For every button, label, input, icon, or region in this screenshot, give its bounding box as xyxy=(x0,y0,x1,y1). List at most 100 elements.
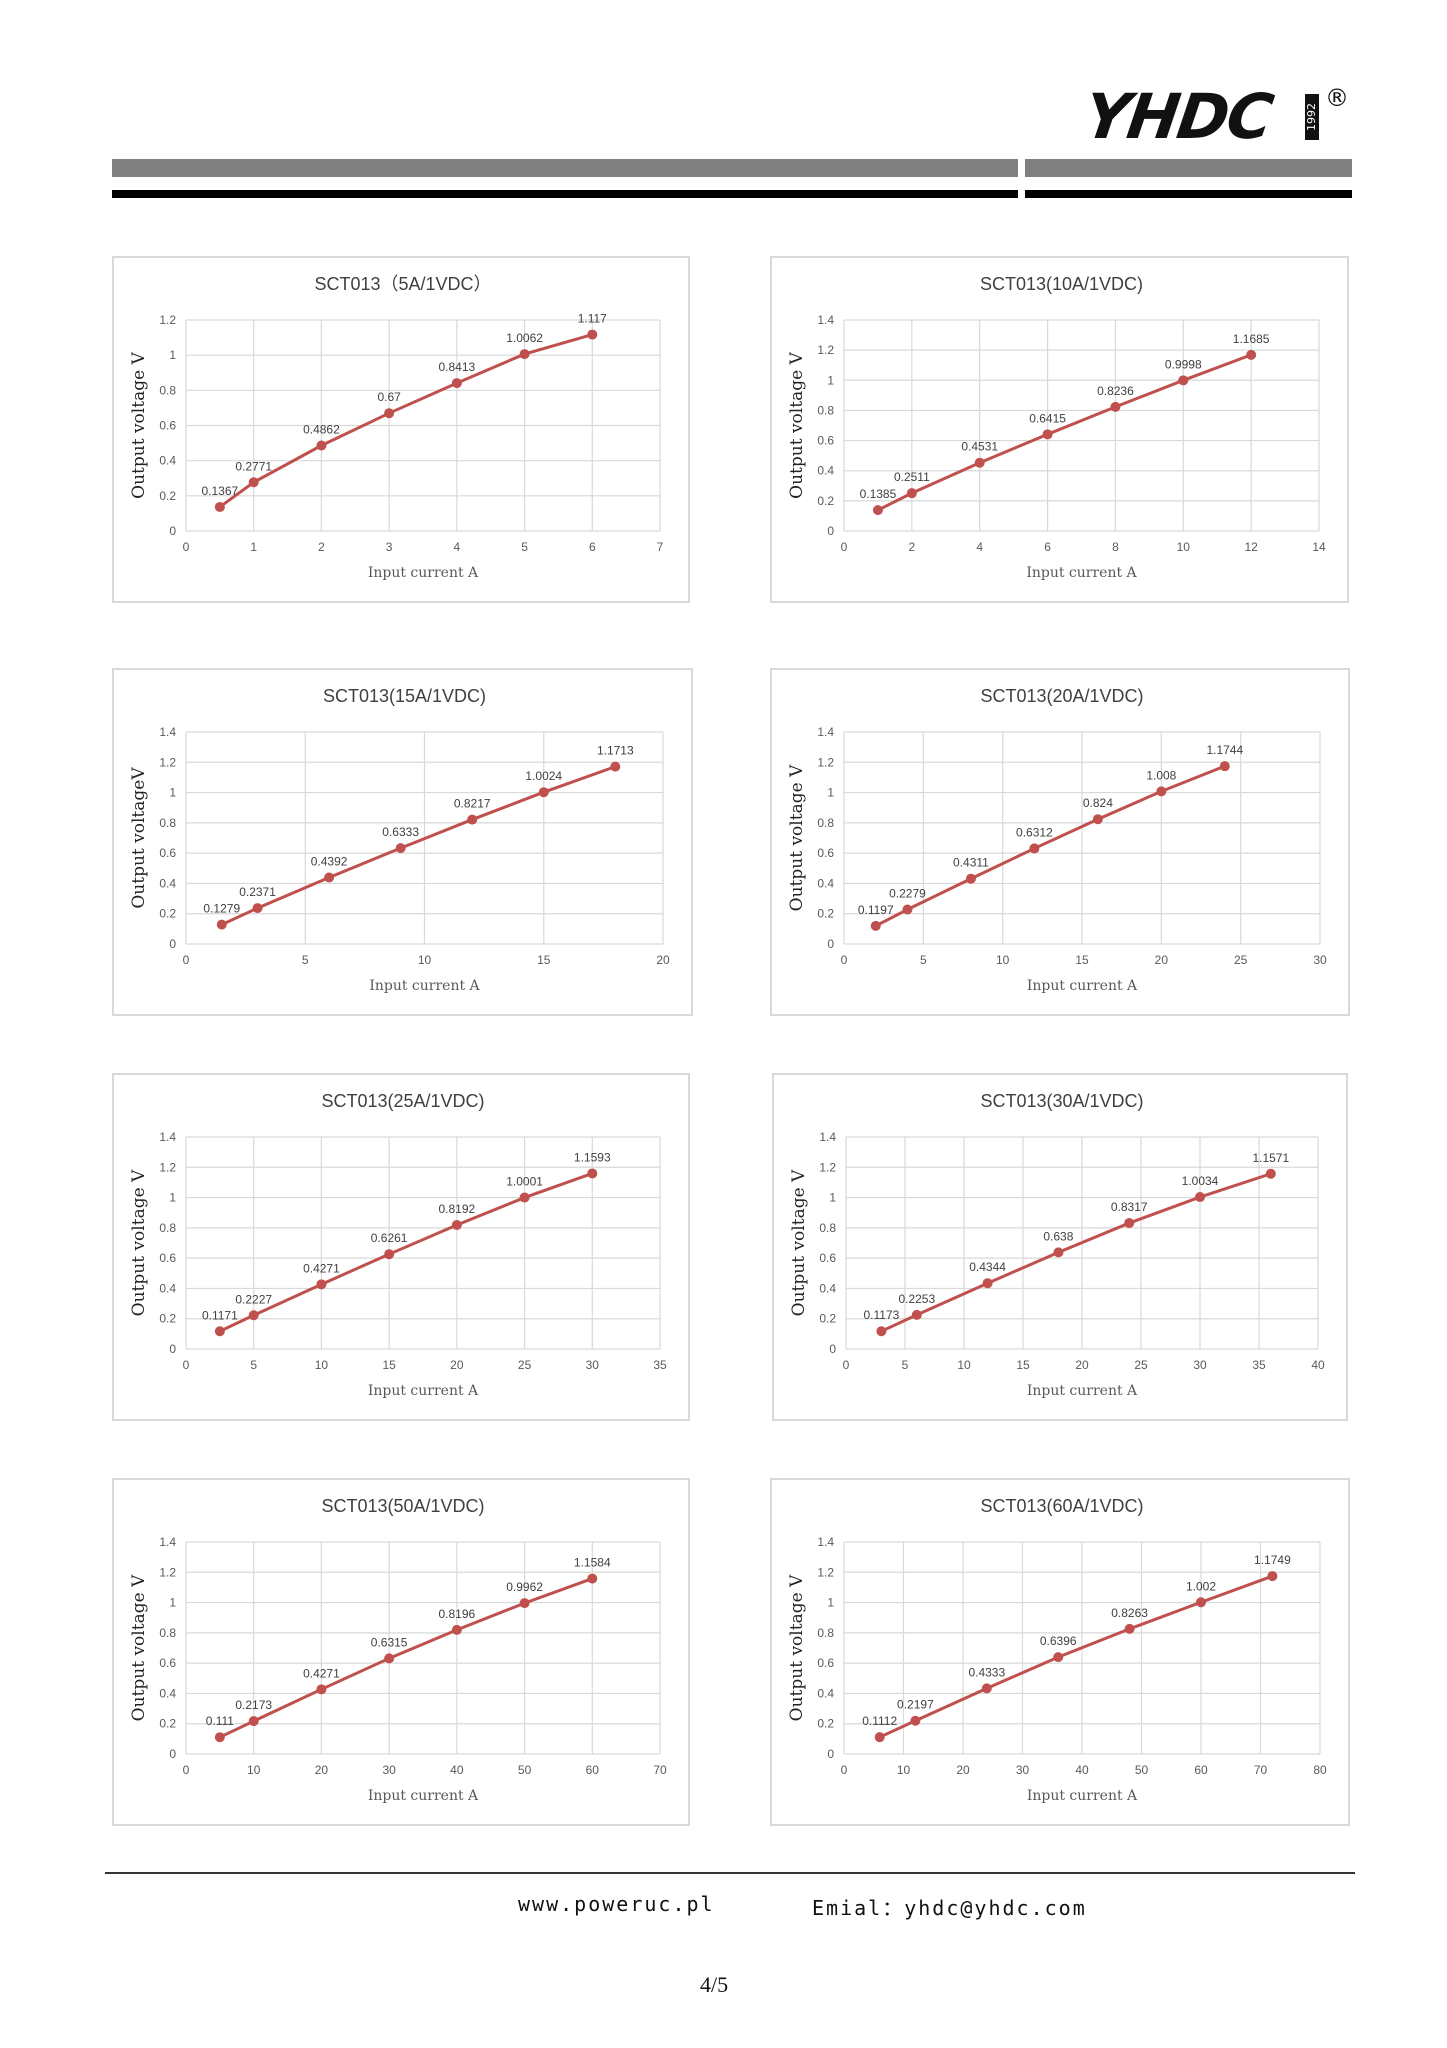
x-tick-label: 6 xyxy=(589,540,596,554)
data-point xyxy=(874,1732,885,1743)
x-tick-label: 0 xyxy=(841,953,848,967)
data-label: 0.1171 xyxy=(202,1308,238,1322)
data-label: 0.8196 xyxy=(439,1607,476,1621)
x-tick-label: 30 xyxy=(382,1763,396,1777)
y-tick-label: 0 xyxy=(169,1747,176,1761)
chart-panel: SCT013(15A/1VDC) 0 0.2 0.4 0.6 0.8 1 1.2 1.4 0 5 10… xyxy=(112,668,693,1016)
chart-title: SCT013(30A/1VDC) xyxy=(980,1091,1143,1111)
data-label: 1.1749 xyxy=(1254,1553,1291,1567)
data-label: 0.4531 xyxy=(961,440,998,454)
y-tick-label: 0.2 xyxy=(819,1312,836,1326)
chart-title: SCT013(10A/1VDC) xyxy=(980,274,1143,294)
y-tick-label: 1.2 xyxy=(159,1160,176,1174)
y-tick-label: 0.6 xyxy=(159,1251,176,1265)
data-label: 0.6333 xyxy=(382,825,419,839)
data-point xyxy=(324,872,335,883)
x-tick-label: 20 xyxy=(1075,1358,1089,1372)
data-label: 0.2771 xyxy=(235,459,272,473)
data-label: 1.0062 xyxy=(506,331,543,345)
data-label: 0.9962 xyxy=(506,1580,543,1594)
x-tick-label: 60 xyxy=(586,1763,600,1777)
data-label: 1.008 xyxy=(1146,768,1176,782)
y-tick-label: 0.2 xyxy=(817,907,834,921)
footer-rule xyxy=(105,1872,1355,1874)
logo-wordmark: YHDC xyxy=(1079,80,1276,153)
x-tick-label: 50 xyxy=(518,1763,532,1777)
data-point xyxy=(316,1279,327,1290)
y-axis-label: Output voltage V xyxy=(787,1574,807,1721)
header-black-rule-left xyxy=(112,190,1018,198)
x-tick-label: 20 xyxy=(315,1763,329,1777)
data-point xyxy=(910,1715,921,1726)
data-label: 1.1593 xyxy=(574,1150,611,1164)
x-tick-label: 5 xyxy=(250,1358,257,1372)
x-tick-label: 10 xyxy=(957,1358,971,1372)
y-tick-label: 0.2 xyxy=(817,1717,834,1731)
data-label: 0.1197 xyxy=(858,903,894,917)
data-point xyxy=(451,378,462,389)
chart-panel: SCT013(50A/1VDC) 0 0.2 0.4 0.6 0.8 1 1.2 1.4 0 10 2… xyxy=(112,1478,690,1826)
y-axis-label: Output voltage V xyxy=(129,1574,149,1721)
data-point xyxy=(587,1573,598,1584)
data-point xyxy=(587,329,598,340)
chart-title: SCT013(25A/1VDC) xyxy=(321,1091,484,1111)
data-point xyxy=(870,920,881,931)
data-point xyxy=(1110,401,1121,412)
data-label: 0.2227 xyxy=(235,1292,272,1306)
y-tick-label: 1.2 xyxy=(817,343,834,357)
x-tick-label: 0 xyxy=(183,953,190,967)
y-tick-label: 0 xyxy=(829,1342,836,1356)
y-axis-label: Output voltage V xyxy=(789,1169,809,1316)
data-point xyxy=(982,1278,993,1289)
header-gray-bar-left xyxy=(112,159,1018,177)
x-tick-label: 30 xyxy=(1016,1763,1030,1777)
data-label: 0.6315 xyxy=(371,1635,408,1649)
x-tick-label: 80 xyxy=(1313,1763,1327,1777)
data-label: 0.1385 xyxy=(860,487,897,501)
header-gray-bar-right xyxy=(1025,159,1352,177)
x-tick-label: 14 xyxy=(1312,540,1326,554)
data-label: 1.002 xyxy=(1186,1579,1216,1593)
y-axis-label: Output voltage V xyxy=(787,764,807,911)
y-tick-label: 1.4 xyxy=(159,1130,176,1144)
x-tick-label: 5 xyxy=(920,953,927,967)
y-tick-label: 0.8 xyxy=(159,1626,176,1640)
y-tick-label: 0.6 xyxy=(159,1656,176,1670)
chart-svg: SCT013(20A/1VDC) 0 0.2 0.4 0.6 0.8 1 1.2 1.4 0 5 10… xyxy=(787,686,1327,994)
data-point xyxy=(1092,814,1103,825)
x-tick-label: 10 xyxy=(996,953,1010,967)
x-tick-label: 0 xyxy=(843,1358,850,1372)
y-tick-label: 0.8 xyxy=(817,403,834,417)
footer-website: www.poweruc.pl xyxy=(518,1892,715,1916)
data-label: 1.1713 xyxy=(597,744,634,758)
x-tick-label: 50 xyxy=(1135,1763,1149,1777)
y-tick-label: 0.4 xyxy=(817,464,834,478)
series-line xyxy=(877,353,1252,512)
data-label: 1.117 xyxy=(578,312,607,326)
data-label: 0.2197 xyxy=(897,1698,934,1712)
data-point xyxy=(248,1716,259,1727)
logo-year: 1992 xyxy=(1305,94,1319,140)
y-tick-label: 0.6 xyxy=(159,419,176,433)
data-point xyxy=(248,1310,259,1321)
x-tick-label: 20 xyxy=(656,953,670,967)
data-label: 0.1112 xyxy=(862,1714,897,1728)
y-tick-label: 1.4 xyxy=(817,313,834,327)
y-tick-label: 0.2 xyxy=(159,1717,176,1731)
data-point xyxy=(1053,1652,1064,1663)
chart-panel: SCT013(30A/1VDC) 0 0.2 0.4 0.6 0.8 1 1.2 1.4 0 5 10… xyxy=(772,1073,1348,1421)
x-tick-label: 4 xyxy=(976,540,983,554)
data-point xyxy=(248,477,259,488)
y-tick-label: 0.8 xyxy=(817,1626,834,1640)
data-point xyxy=(451,1624,462,1635)
data-point xyxy=(1053,1247,1064,1258)
x-tick-label: 2 xyxy=(909,540,916,554)
y-tick-label: 1.2 xyxy=(817,755,834,769)
data-point xyxy=(384,408,395,419)
y-tick-label: 0.2 xyxy=(159,907,176,921)
x-tick-label: 15 xyxy=(537,953,551,967)
data-point xyxy=(1178,375,1189,386)
x-tick-label: 20 xyxy=(956,1763,970,1777)
data-point xyxy=(519,1598,530,1609)
y-tick-label: 1 xyxy=(827,786,834,800)
